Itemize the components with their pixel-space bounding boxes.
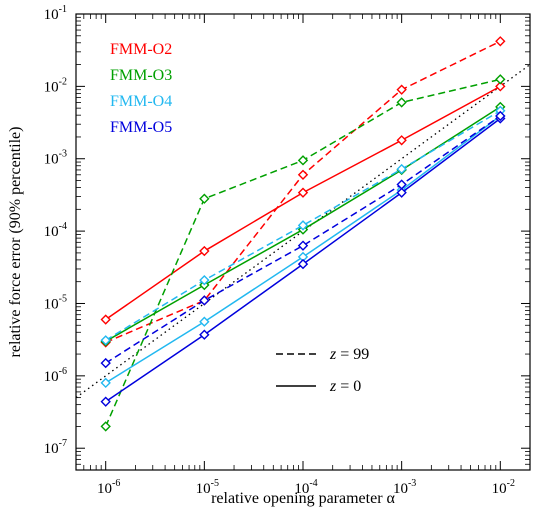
data-point bbox=[297, 258, 309, 270]
data-point bbox=[100, 377, 111, 389]
y-tick-label: 10-7 bbox=[44, 438, 67, 457]
data-point bbox=[199, 274, 210, 286]
data-point bbox=[495, 36, 506, 47]
data-point bbox=[297, 169, 309, 180]
x-tick-label: 10-3 bbox=[393, 478, 416, 497]
data-point bbox=[495, 81, 506, 92]
data-point bbox=[100, 421, 111, 432]
y-tick-label: 10-1 bbox=[44, 4, 67, 23]
y-tick-label: 10-3 bbox=[44, 149, 67, 168]
data-point bbox=[396, 97, 407, 108]
series-line bbox=[105, 115, 501, 364]
series-layer bbox=[100, 36, 506, 432]
data-point bbox=[297, 155, 309, 166]
data-point bbox=[199, 193, 210, 204]
legend-entry-fmm-o4: FMM-O4 bbox=[110, 93, 172, 110]
data-point bbox=[100, 396, 111, 407]
data-point bbox=[396, 187, 407, 198]
data-point bbox=[396, 179, 407, 190]
data-point bbox=[199, 295, 210, 306]
data-point bbox=[297, 187, 309, 198]
style-legend-solid-label: z = 0 bbox=[329, 378, 361, 395]
data-point bbox=[495, 110, 506, 122]
legend-entry-fmm-o3: FMM-O3 bbox=[110, 67, 172, 84]
data-point bbox=[199, 316, 210, 327]
y-tick-label: 10-5 bbox=[44, 293, 67, 312]
legend-entry-fmm-o5: FMM-O5 bbox=[110, 119, 172, 136]
series-fmm-o3-dashed bbox=[100, 74, 506, 432]
data-point bbox=[199, 245, 210, 257]
data-point bbox=[100, 357, 111, 369]
y-tick-label: 10-4 bbox=[44, 221, 67, 240]
series-line bbox=[105, 110, 501, 341]
data-point bbox=[100, 335, 111, 346]
x-tick-label: 10-2 bbox=[492, 478, 515, 497]
x-tick-label: 10-5 bbox=[196, 478, 219, 497]
line-style-legend: z = 99 z = 0 bbox=[276, 346, 369, 395]
legend: FMM-O2 FMM-O3 FMM-O4 FMM-O5 bbox=[110, 41, 172, 136]
data-point bbox=[495, 74, 506, 85]
y-axis-title: relative force error (90% percentile) bbox=[7, 127, 24, 358]
data-point bbox=[199, 329, 210, 340]
data-point bbox=[396, 135, 407, 146]
series-fmm-o4-dashed bbox=[100, 105, 506, 346]
data-point bbox=[396, 84, 407, 95]
style-legend-dashed-label: z = 99 bbox=[329, 346, 369, 363]
legend-entry-fmm-o2: FMM-O2 bbox=[110, 41, 172, 58]
data-point bbox=[297, 220, 309, 231]
data-point bbox=[100, 314, 111, 325]
data-point bbox=[396, 163, 407, 175]
x-axis-title: relative opening parameter α bbox=[211, 490, 395, 507]
y-tick-label: 10-2 bbox=[44, 76, 67, 95]
data-point bbox=[297, 240, 309, 251]
y-tick-label: 10-6 bbox=[44, 366, 67, 385]
x-tick-label: 10-4 bbox=[294, 478, 317, 497]
series-fmm-o5-dashed bbox=[100, 110, 506, 369]
tick-layer: 10-6 10-5 10-4 10-3 10-2 10-7 10-6 10-5 10-4 10-3… bbox=[44, 4, 531, 497]
x-tick-label: 10-6 bbox=[97, 478, 120, 497]
